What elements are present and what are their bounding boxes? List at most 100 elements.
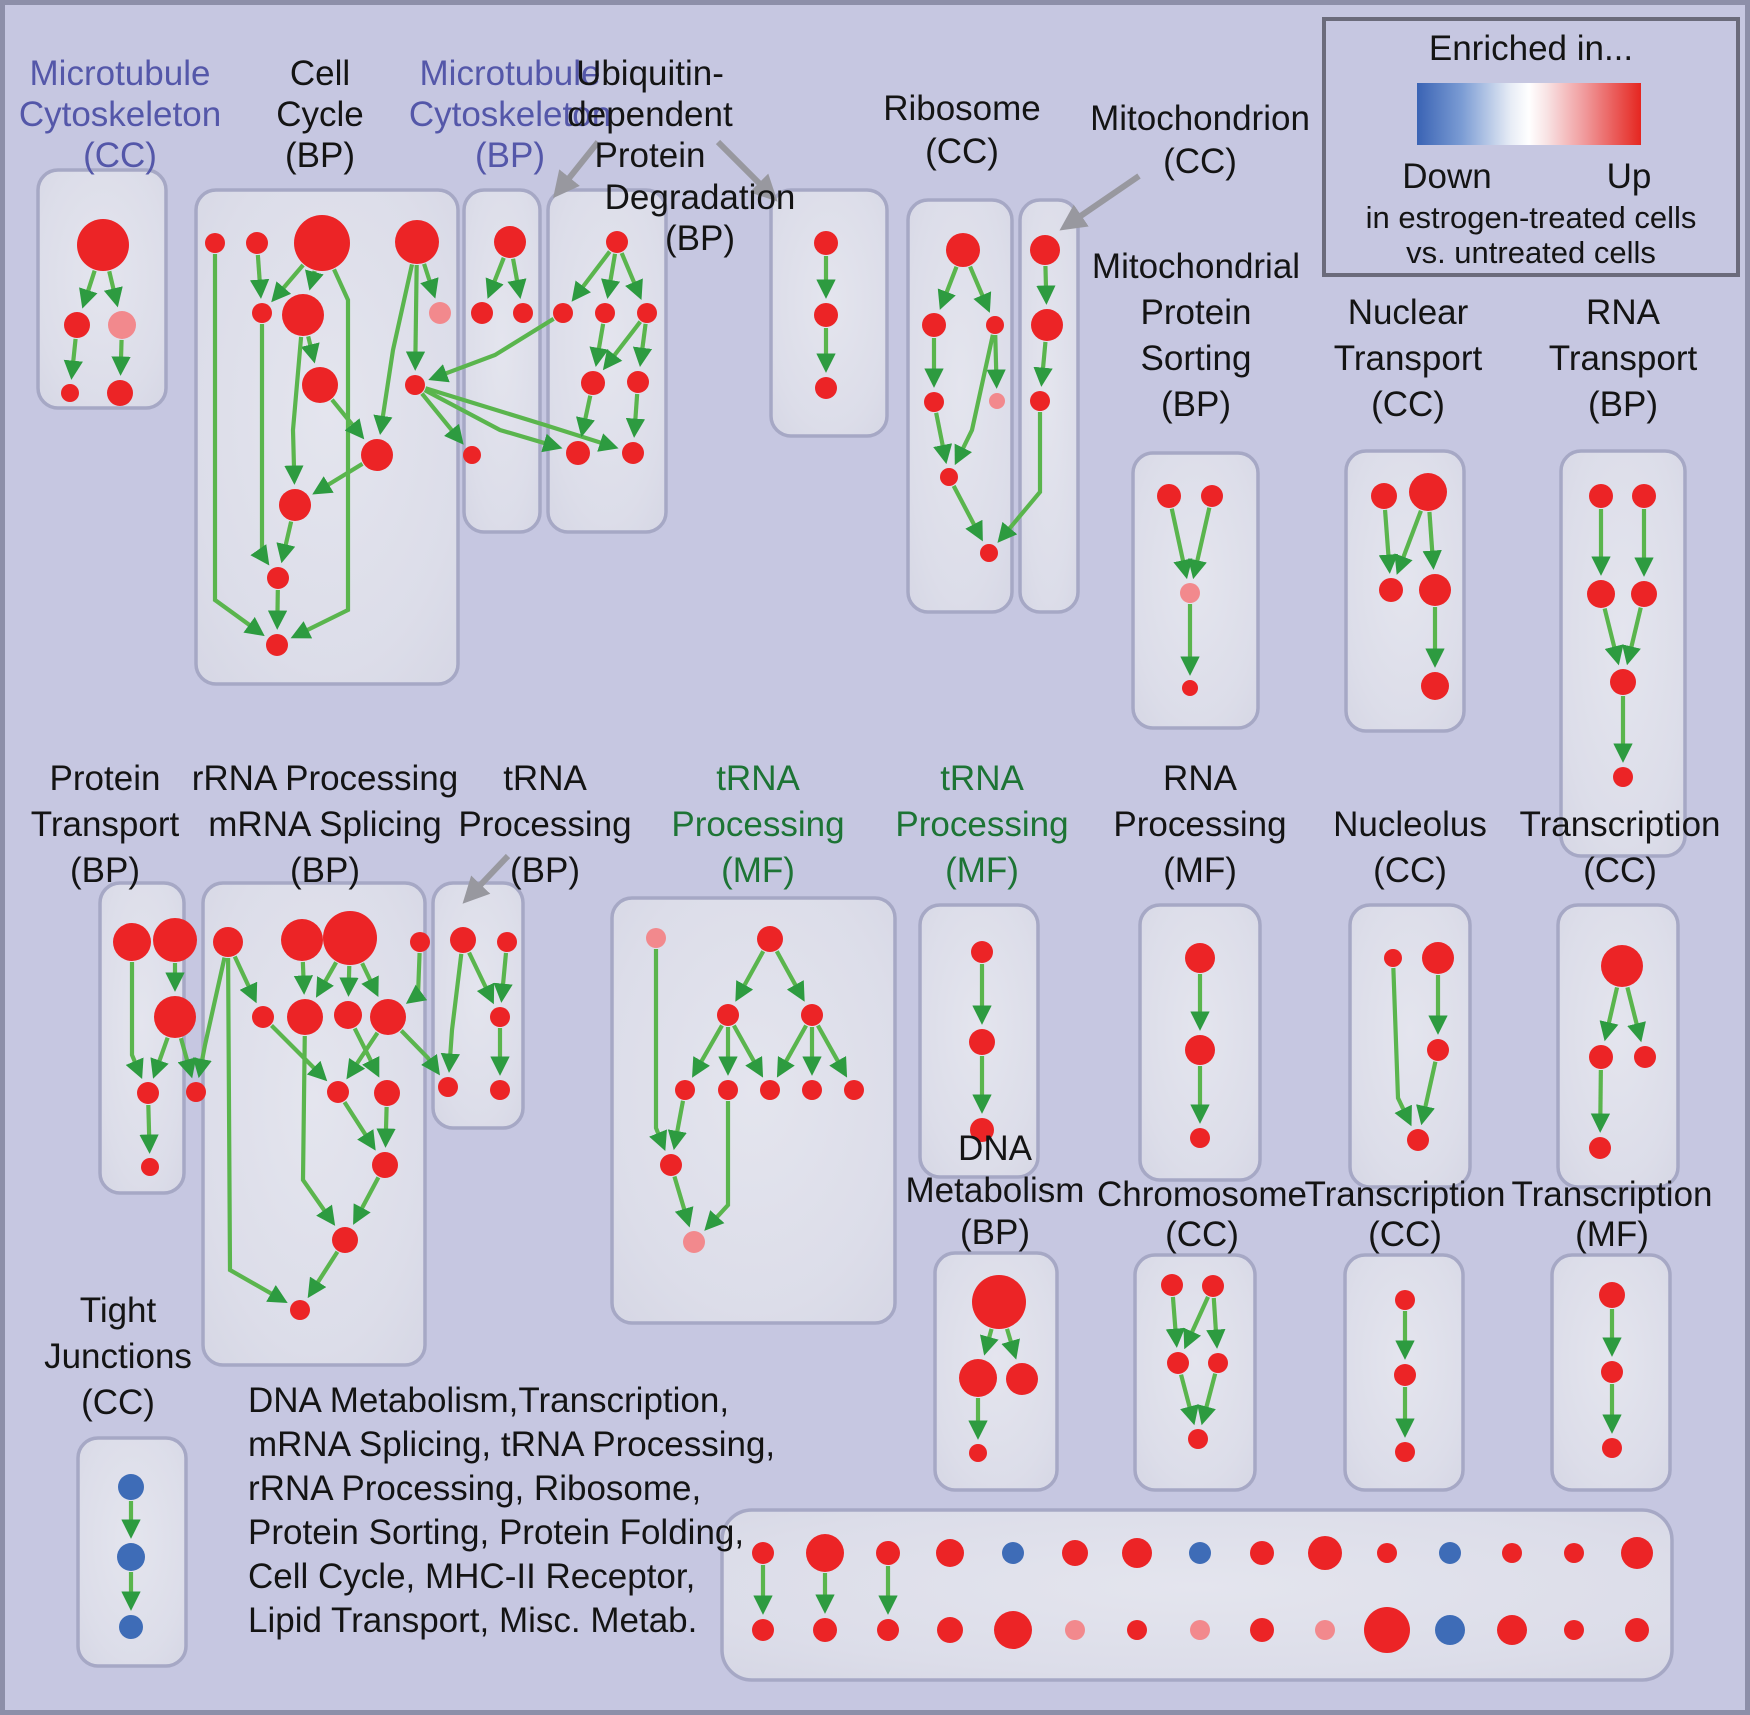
matrix-bottom-node-0 bbox=[752, 1619, 774, 1641]
go-term-node-q2 bbox=[1185, 1035, 1215, 1065]
cluster-label-mitochondrion-line1: (CC) bbox=[1163, 142, 1237, 181]
edge-c4-c7 bbox=[420, 263, 439, 299]
go-term-node-c7 bbox=[429, 302, 451, 324]
label-pointer-arrow-to-trna-bp-box bbox=[462, 853, 511, 904]
cluster-label-trna-mf-large-line0: tRNA bbox=[716, 759, 800, 798]
edge-e1-e2 bbox=[571, 250, 612, 302]
edge-e1-e3 bbox=[601, 253, 621, 300]
note-text-line5: Lipid Transport, Misc. Metab. bbox=[248, 1601, 697, 1640]
go-term-node-w2 bbox=[1601, 1361, 1623, 1383]
go-term-node-f2 bbox=[814, 303, 838, 327]
edge-m1-m13 bbox=[225, 957, 288, 1303]
go-term-node-a2 bbox=[64, 312, 90, 338]
go-term-node-t4 bbox=[969, 1444, 987, 1462]
go-term-node-f3 bbox=[815, 377, 837, 399]
legend-gradient-bar bbox=[1417, 83, 1641, 145]
go-term-node-u1 bbox=[1161, 1274, 1183, 1296]
go-term-node-u5 bbox=[1188, 1429, 1208, 1449]
edge-c9-e8 bbox=[424, 386, 619, 452]
go-term-node-c3 bbox=[294, 215, 350, 271]
edge-n2-n3 bbox=[493, 952, 513, 1003]
edge-l3-l4 bbox=[150, 1037, 170, 1079]
edge-s2-s4 bbox=[1590, 1069, 1611, 1133]
cluster-label-trna-bp-line0: tRNA bbox=[503, 759, 587, 798]
go-term-node-s1 bbox=[1601, 945, 1643, 987]
cluster-label-microtubule-bp-line1: Cytoskeleton bbox=[409, 95, 611, 134]
go-term-node-c1 bbox=[205, 233, 225, 253]
cluster-box-rrna-mrna bbox=[201, 881, 427, 1367]
edge-g3-g6 bbox=[954, 334, 995, 466]
go-term-node-m9 bbox=[327, 1081, 349, 1103]
go-term-node-j5 bbox=[1421, 672, 1449, 700]
go-term-node-p2 bbox=[969, 1029, 995, 1055]
note-text-line3: Protein Sorting, Protein Folding, bbox=[248, 1513, 744, 1552]
go-term-node-m6 bbox=[287, 999, 323, 1035]
edge-m12-m13 bbox=[307, 1250, 340, 1299]
edge-m9-m11 bbox=[342, 1100, 376, 1151]
edge-m6-m12 bbox=[300, 1035, 336, 1226]
matrix-top-node-14 bbox=[1621, 1537, 1653, 1569]
edge-c6-c11 bbox=[284, 336, 304, 485]
cluster-box-chromosome bbox=[1133, 1253, 1257, 1492]
go-term-node-f1 bbox=[814, 231, 838, 255]
go-term-node-p3 bbox=[970, 1118, 994, 1142]
go-term-node-m1 bbox=[213, 927, 243, 957]
note-text-line2: rRNA Processing, Ribosome, bbox=[248, 1469, 701, 1508]
edge-c3-c5 bbox=[271, 263, 305, 303]
edge-e3-e5 bbox=[589, 323, 609, 368]
go-term-node-j3 bbox=[1379, 578, 1403, 602]
cluster-label-dna-metabolism-line1: Metabolism bbox=[906, 1171, 1085, 1210]
matrix-top-node-6 bbox=[1122, 1538, 1152, 1568]
edge-j2-j4 bbox=[1422, 511, 1442, 570]
edge-e5-e7 bbox=[575, 395, 595, 438]
matrix-top-node-2 bbox=[876, 1541, 900, 1565]
cluster-label-rna-transport-line0: RNA bbox=[1586, 293, 1661, 332]
go-term-node-k4 bbox=[1631, 581, 1657, 607]
note-text-line0: DNA Metabolism,Transcription, bbox=[248, 1381, 729, 1420]
go-term-node-l4 bbox=[137, 1082, 159, 1104]
matrix-top-node-5 bbox=[1062, 1540, 1088, 1566]
go-term-node-g7 bbox=[980, 544, 998, 562]
edge-m10-m11 bbox=[376, 1106, 396, 1148]
cluster-label-nucleolus-line1: (CC) bbox=[1373, 851, 1447, 890]
edge-g6-g7 bbox=[951, 484, 983, 542]
go-term-node-o8 bbox=[802, 1080, 822, 1100]
matrix-top-node-13 bbox=[1564, 1543, 1584, 1563]
edge-m3-m7 bbox=[339, 965, 359, 997]
go-term-node-m10 bbox=[374, 1080, 400, 1106]
go-term-node-o1 bbox=[646, 928, 666, 948]
edge-j2-j3 bbox=[1394, 509, 1423, 575]
go-term-node-m12 bbox=[332, 1227, 358, 1253]
matrix-top-node-10 bbox=[1377, 1543, 1397, 1563]
cluster-label-nucleolus-line0: Nucleolus bbox=[1333, 805, 1487, 844]
cluster-label-protein-transport-line1: Transport bbox=[31, 805, 180, 844]
edge-e6-e8 bbox=[625, 393, 646, 438]
matrix-bottom-node-8 bbox=[1250, 1618, 1274, 1642]
cluster-label-trna-bp-line1: Processing bbox=[458, 805, 631, 844]
cluster-label-ubiquitin-2-line0: Degradation bbox=[605, 178, 796, 217]
go-term-node-n1 bbox=[450, 927, 476, 953]
go-term-node-u2 bbox=[1202, 1275, 1224, 1297]
cluster-label-trna-mf-large-line2: (MF) bbox=[721, 851, 795, 890]
cluster-label-ribosome-line0: Ribosome bbox=[883, 89, 1041, 128]
cluster-label-rna-processing-mf-line1: Processing bbox=[1113, 805, 1286, 844]
edge-i2-i3 bbox=[1187, 507, 1212, 580]
go-term-node-l3 bbox=[154, 996, 196, 1038]
cluster-label-transcription-cc2-line0: Transcription bbox=[1520, 805, 1721, 844]
edge-c4-c10 bbox=[373, 263, 415, 436]
go-term-node-o11 bbox=[683, 1231, 705, 1253]
edge-c11-c12 bbox=[276, 521, 296, 564]
edge-h3-g7 bbox=[997, 412, 1043, 543]
go-term-node-m2 bbox=[281, 919, 323, 961]
cluster-label-nuclear-transport-line2: (CC) bbox=[1371, 385, 1445, 424]
matrix-bottom-node-4 bbox=[994, 1611, 1032, 1649]
go-term-node-e6 bbox=[627, 371, 649, 393]
cluster-label-ubiquitin-line0: Ubiquitin- bbox=[576, 54, 724, 93]
edge-n1-n4 bbox=[440, 953, 464, 1073]
edge-m7-m10 bbox=[352, 1027, 380, 1078]
matrix-bottom-node-7 bbox=[1190, 1620, 1210, 1640]
edge-c9-e7 bbox=[423, 388, 563, 453]
edge-t1-t2 bbox=[980, 1328, 999, 1356]
matrix-bottom-node-9 bbox=[1315, 1620, 1335, 1640]
